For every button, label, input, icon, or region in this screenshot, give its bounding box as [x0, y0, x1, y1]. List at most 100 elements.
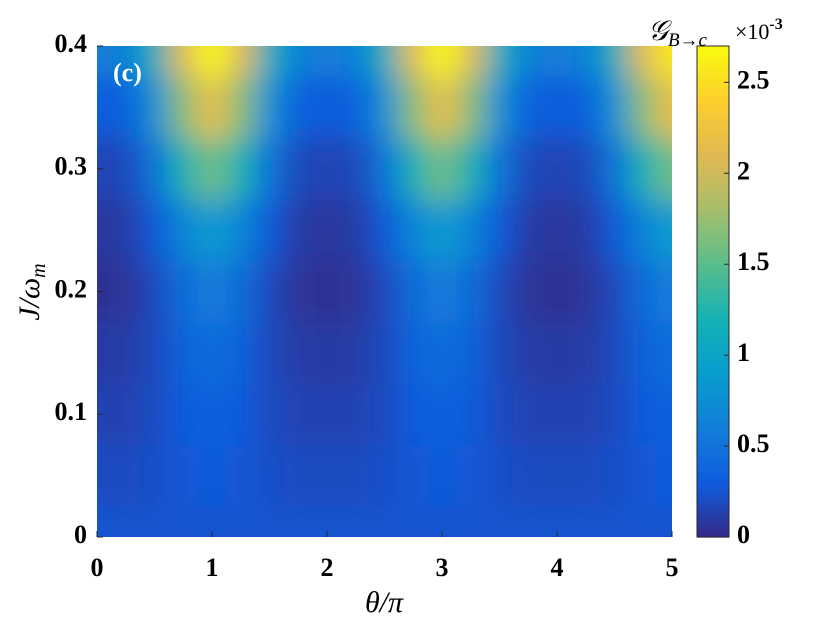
colorbar-swatch: [697, 332, 729, 338]
colorbar-swatch: [697, 524, 729, 530]
heatmap-cell: [657, 506, 672, 537]
heatmap-cell: [513, 322, 544, 385]
heatmap-cell: [111, 322, 141, 385]
heatmap-cell: [571, 138, 601, 200]
heatmap-cell: [398, 46, 429, 78]
colorbar-swatch: [697, 393, 729, 399]
heatmap-cell: [341, 46, 371, 78]
heatmap-cell: [97, 506, 112, 537]
heatmap-cell: [628, 444, 659, 507]
colorbar-swatch: [697, 136, 729, 141]
heatmap-cell: [255, 76, 285, 139]
heatmap-cell: [456, 76, 486, 139]
x-axis-label: θ/π: [365, 586, 404, 619]
colorbar-swatch: [697, 238, 729, 243]
colorbar-swatch: [697, 246, 729, 252]
heatmap-cell: [168, 260, 199, 323]
heatmap-cell: [255, 506, 285, 537]
colorbar-swatch: [697, 258, 729, 264]
heatmap-cell: [456, 260, 486, 323]
x-tick-label: 0: [91, 553, 104, 582]
heatmap-cell: [111, 260, 141, 323]
heatmap-cell: [600, 138, 630, 200]
heatmap-cell: [398, 383, 429, 446]
heatmap-cell: [485, 506, 515, 537]
colorbar-swatch: [697, 62, 729, 68]
colorbar-swatch: [697, 140, 729, 145]
heatmap-cell: [485, 322, 515, 385]
heatmap-cell: [485, 76, 515, 139]
heatmap-cell: [197, 383, 227, 446]
heatmap-cell: [398, 322, 429, 385]
colorbar-swatch: [697, 303, 729, 309]
colorbar-swatch: [697, 221, 729, 227]
colorbar-swatch: [697, 152, 729, 158]
colorbar-swatch: [697, 397, 729, 403]
colorbar-swatch: [697, 504, 729, 509]
colorbar-multiplier-power: -3: [769, 16, 782, 33]
colorbar-swatch: [697, 131, 729, 137]
heatmap-cell: [398, 199, 429, 262]
colorbar-swatch: [697, 369, 729, 374]
heatmap-cell: [600, 506, 630, 537]
colorbar-swatch: [697, 127, 729, 133]
heatmap-cell: [542, 76, 572, 139]
y-tick-label: 0.2: [55, 274, 88, 303]
colorbar-swatch: [697, 365, 729, 370]
heatmap-cell: [255, 199, 285, 262]
heatmap-cell: [312, 199, 342, 262]
colorbar-swatch: [697, 78, 729, 84]
heatmap-cell: [312, 444, 342, 507]
heatmap-cell: [571, 260, 601, 323]
heatmap-cell: [542, 444, 572, 507]
colorbar-swatch: [697, 422, 729, 428]
heatmap-cell: [226, 199, 256, 262]
colorbar-swatch: [697, 340, 729, 346]
heatmap-cell: [168, 383, 199, 446]
heatmap-cell: [226, 444, 256, 507]
colorbar-swatch: [697, 516, 729, 522]
heatmap-cell: [111, 383, 141, 446]
heatmap-cell: [657, 76, 672, 139]
heatmap-cell: [255, 322, 285, 385]
heatmap-cell: [97, 199, 112, 262]
heatmap-cell: [370, 76, 400, 139]
colorbar-swatch: [697, 463, 729, 469]
colorbar-swatch: [697, 82, 729, 88]
heatmap-cell: [456, 46, 486, 78]
heatmap-cell: [341, 199, 371, 262]
heatmap-cell: [255, 138, 285, 200]
heatmap-cell: [628, 199, 659, 262]
colorbar-swatch: [697, 50, 729, 55]
colorbar-swatch: [697, 176, 729, 182]
colorbar-swatch: [697, 74, 729, 80]
colorbar-tick-label: 2: [737, 156, 750, 185]
heatmap-cell: [456, 322, 486, 385]
colorbar-multiplier: ×10-3: [735, 16, 783, 44]
heatmap-cell: [226, 260, 256, 323]
heatmap-cell: [111, 46, 141, 78]
heatmap-cell: [485, 199, 515, 262]
heatmap-cell: [283, 383, 314, 446]
colorbar-swatch: [697, 91, 729, 96]
heatmap-cell: [513, 76, 544, 139]
heatmap-cell: [255, 46, 285, 78]
heatmap-cell: [571, 199, 601, 262]
y-tick-label: 0: [74, 520, 87, 549]
colorbar-swatch: [697, 148, 729, 153]
heatmap-cell: [226, 76, 256, 139]
heatmap-cell: [628, 138, 659, 200]
heatmap-cell: [427, 444, 457, 507]
heatmap-cell: [398, 260, 429, 323]
y-tick-label: 0.1: [55, 397, 88, 426]
colorbar-tick-label: 0.5: [737, 429, 770, 458]
heatmap-cell: [226, 46, 256, 78]
colorbar-swatch: [697, 344, 729, 350]
colorbar-tick-label: 2.5: [737, 65, 770, 94]
colorbar-swatch: [697, 230, 729, 235]
heatmap-cell: [140, 506, 170, 537]
colorbar-swatch: [697, 279, 729, 284]
heatmap-cell: [168, 76, 199, 139]
heatmap-cell: [513, 199, 544, 262]
colorbar-swatch: [697, 201, 729, 207]
